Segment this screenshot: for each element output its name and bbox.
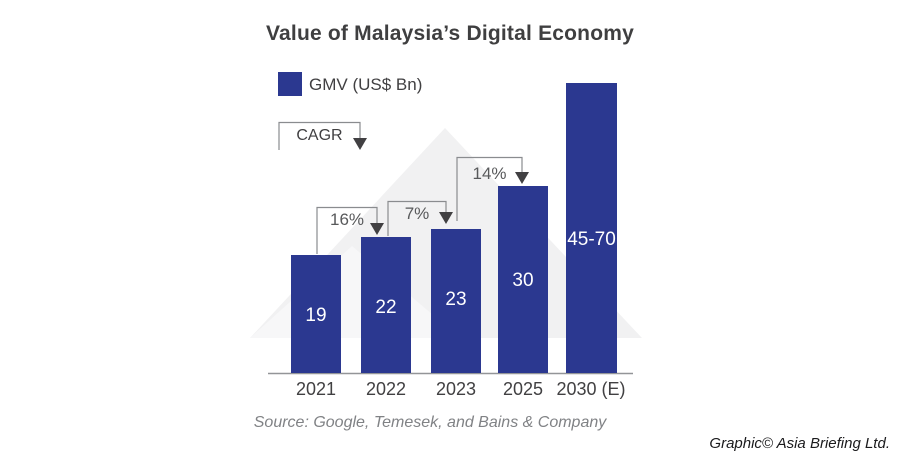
- cagr-bracket-14pct-arrow-icon: [515, 172, 529, 184]
- x-label-2023: 2023: [435, 379, 477, 399]
- bar-2021-value: 19: [305, 305, 327, 326]
- chart-title: Value of Malaysia’s Digital Economy: [265, 22, 634, 45]
- bar-2023: 23: [431, 229, 481, 373]
- x-label-2022: 2022: [365, 379, 407, 399]
- x-label-2021: 2021: [295, 379, 337, 399]
- source-attribution: Source: Google, Temesek, and Bains & Com…: [253, 414, 607, 431]
- cagr-legend-down-arrow-icon: [353, 138, 367, 150]
- graphic-credit: Graphic© Asia Briefing Ltd.: [709, 435, 890, 452]
- x-label-2025: 2025: [502, 379, 544, 399]
- bar-2023-value: 23: [445, 289, 467, 310]
- cagr-7pct-label: 7%: [404, 204, 430, 223]
- cagr-16pct-label: 16%: [329, 210, 365, 229]
- cagr-bracket-16pct-line: [316, 206, 378, 254]
- bar-2022-value: 22: [375, 297, 397, 318]
- cagr-bracket-14pct-line: [456, 156, 523, 221]
- cagr-legend-bracket-line: [278, 121, 361, 150]
- bar-2030-value: 45-70: [567, 229, 616, 250]
- bar-2030: 45-70: [566, 83, 617, 373]
- cagr-14pct-label: 14%: [472, 164, 507, 183]
- bar-2022: 22: [361, 237, 411, 373]
- bar-2025-value: 30: [512, 270, 534, 291]
- bar-2025: 30: [498, 186, 548, 373]
- cagr-bracket-7pct-line: [387, 200, 447, 236]
- legend-gmv-label: GMV (US$ Bn): [309, 75, 423, 94]
- bar-2021: 19: [291, 255, 341, 373]
- cagr-bracket-16pct-arrow-icon: [370, 223, 384, 235]
- legend-cagr-label: CAGR: [296, 127, 343, 144]
- x-label-2030: 2030 (E): [556, 379, 626, 399]
- cagr-bracket-7pct-arrow-icon: [439, 212, 453, 224]
- legend-gmv-swatch: [278, 72, 302, 96]
